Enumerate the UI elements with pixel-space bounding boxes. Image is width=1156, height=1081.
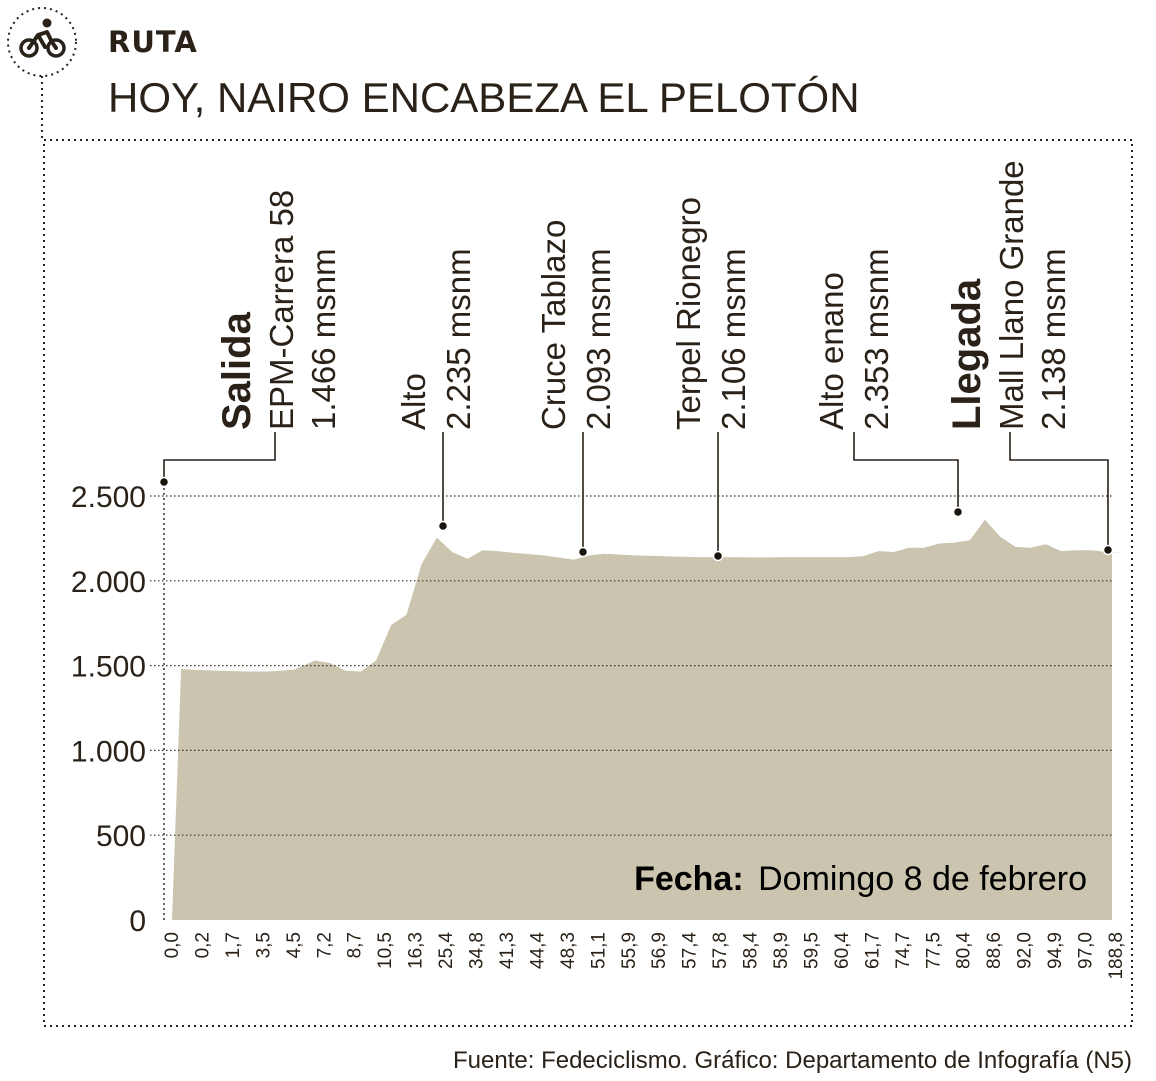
x-tick-label: 4,5 <box>284 932 305 958</box>
section-label: RUTA <box>108 25 198 59</box>
marker-dot <box>1102 544 1114 556</box>
marker-dot <box>437 520 449 532</box>
marker-label: Salida <box>215 311 259 430</box>
x-tick-label: 97,0 <box>1076 932 1097 969</box>
elevation-area <box>172 519 1122 920</box>
marker-label: Terpel Rionegro <box>670 197 707 430</box>
x-tick-label: 0,2 <box>192 932 213 958</box>
x-tick-label: 48,3 <box>558 932 579 969</box>
x-tick-label: 77,5 <box>923 932 944 969</box>
cyclist-icon <box>7 7 77 77</box>
x-tick-label: 59,5 <box>801 932 822 969</box>
y-axis: 0 500 1.000 1.500 2.000 2.500 <box>71 478 165 938</box>
x-axis: 0,0 0,2 1,7 3,5 4,5 7,2 8,7 10,5 16,3 25,4 34,8 41,… <box>162 932 1127 980</box>
marker-label: Cruce Tablazo <box>535 220 572 430</box>
marker-dot <box>158 476 170 488</box>
headline: HOY, NAIRO ENCABEZA EL PELOTÓN <box>108 74 860 121</box>
marker-label: 2.353 msnm <box>858 248 895 430</box>
y-tick-label: 500 <box>96 820 146 853</box>
x-tick-label: 88,6 <box>984 932 1005 969</box>
marker-4: Alto enano 2.353 msnm <box>813 248 964 518</box>
x-tick-label: 61,7 <box>862 932 883 969</box>
x-tick-label: 57,4 <box>680 932 701 969</box>
marker-0: Salida EPM-Carrera 58 1.466 msnm <box>158 190 342 488</box>
date-label: Fecha: <box>634 860 744 898</box>
marker-label: 2.235 msnm <box>440 248 477 430</box>
marker-dot <box>577 546 589 558</box>
date-annotation: Fecha: Domingo 8 de febrero <box>634 860 1087 898</box>
marker-label: Alto <box>395 373 432 430</box>
marker-label: Mall Llano Grande <box>993 160 1030 430</box>
x-tick-label: 74,7 <box>893 932 914 969</box>
x-tick-label: 41,3 <box>497 932 518 969</box>
y-tick-label: 2.000 <box>71 566 146 599</box>
marker-label: Alto enano <box>813 272 850 430</box>
x-tick-label: 58,9 <box>771 932 792 969</box>
y-tick-label: 0 <box>129 905 146 938</box>
x-tick-label: 51,1 <box>588 932 609 969</box>
leader-line <box>163 432 276 482</box>
x-tick-label: 7,2 <box>314 932 335 958</box>
leader-line <box>1009 432 1109 550</box>
y-tick-label: 1.000 <box>71 735 146 768</box>
x-tick-label: 58,4 <box>741 932 762 969</box>
x-tick-label: 55,9 <box>619 932 640 969</box>
x-tick-label: 56,9 <box>649 932 670 969</box>
marker-5: Llegada Mall Llano Grande 2.138 msnm <box>945 160 1114 556</box>
marker-label: EPM-Carrera 58 <box>263 190 300 430</box>
y-tick-label: 2.500 <box>71 481 146 514</box>
x-tick-label: 0,0 <box>162 932 183 958</box>
marker-label: 2.106 msnm <box>715 248 752 430</box>
marker-dot <box>712 550 724 562</box>
x-tick-label: 16,3 <box>406 932 427 969</box>
x-tick-label: 34,8 <box>467 932 488 969</box>
source-credit: Fuente: Fedeciclismo. Gráfico: Departame… <box>453 1047 1132 1074</box>
marker-1: Alto 2.235 msnm <box>395 248 477 532</box>
x-tick-label: 3,5 <box>253 932 274 958</box>
marker-label: Llegada <box>945 278 989 430</box>
x-tick-label: 10,5 <box>375 932 396 969</box>
marker-dot <box>952 506 964 518</box>
x-tick-label: 8,7 <box>345 932 366 958</box>
marker-label: 2.093 msnm <box>580 248 617 430</box>
date-value: Domingo 8 de febrero <box>758 860 1087 898</box>
x-tick-label: 188,8 <box>1106 932 1127 980</box>
elevation-profile <box>172 519 1122 920</box>
x-tick-label: 94,9 <box>1045 932 1066 969</box>
x-tick-label: 60,4 <box>832 932 853 969</box>
marker-2: Cruce Tablazo 2.093 msnm <box>535 220 617 558</box>
y-tick-label: 1.500 <box>71 651 146 684</box>
leader-line <box>853 432 959 512</box>
marker-label: 1.466 msnm <box>305 248 342 430</box>
route-markers: Salida EPM-Carrera 58 1.466 msnm Alto 2.235 … <box>158 160 1114 562</box>
x-tick-label: 44,4 <box>527 932 548 969</box>
x-tick-label: 1,7 <box>223 932 244 958</box>
marker-label: 2.138 msnm <box>1035 248 1072 430</box>
marker-3: Terpel Rionegro 2.106 msnm <box>670 197 752 562</box>
x-tick-label: 80,4 <box>954 932 975 969</box>
x-tick-label: 92,0 <box>1015 932 1036 969</box>
x-tick-label: 25,4 <box>436 932 457 969</box>
x-tick-label: 57,8 <box>710 932 731 969</box>
chart-frame <box>43 139 1133 1027</box>
gridlines <box>150 495 1112 836</box>
